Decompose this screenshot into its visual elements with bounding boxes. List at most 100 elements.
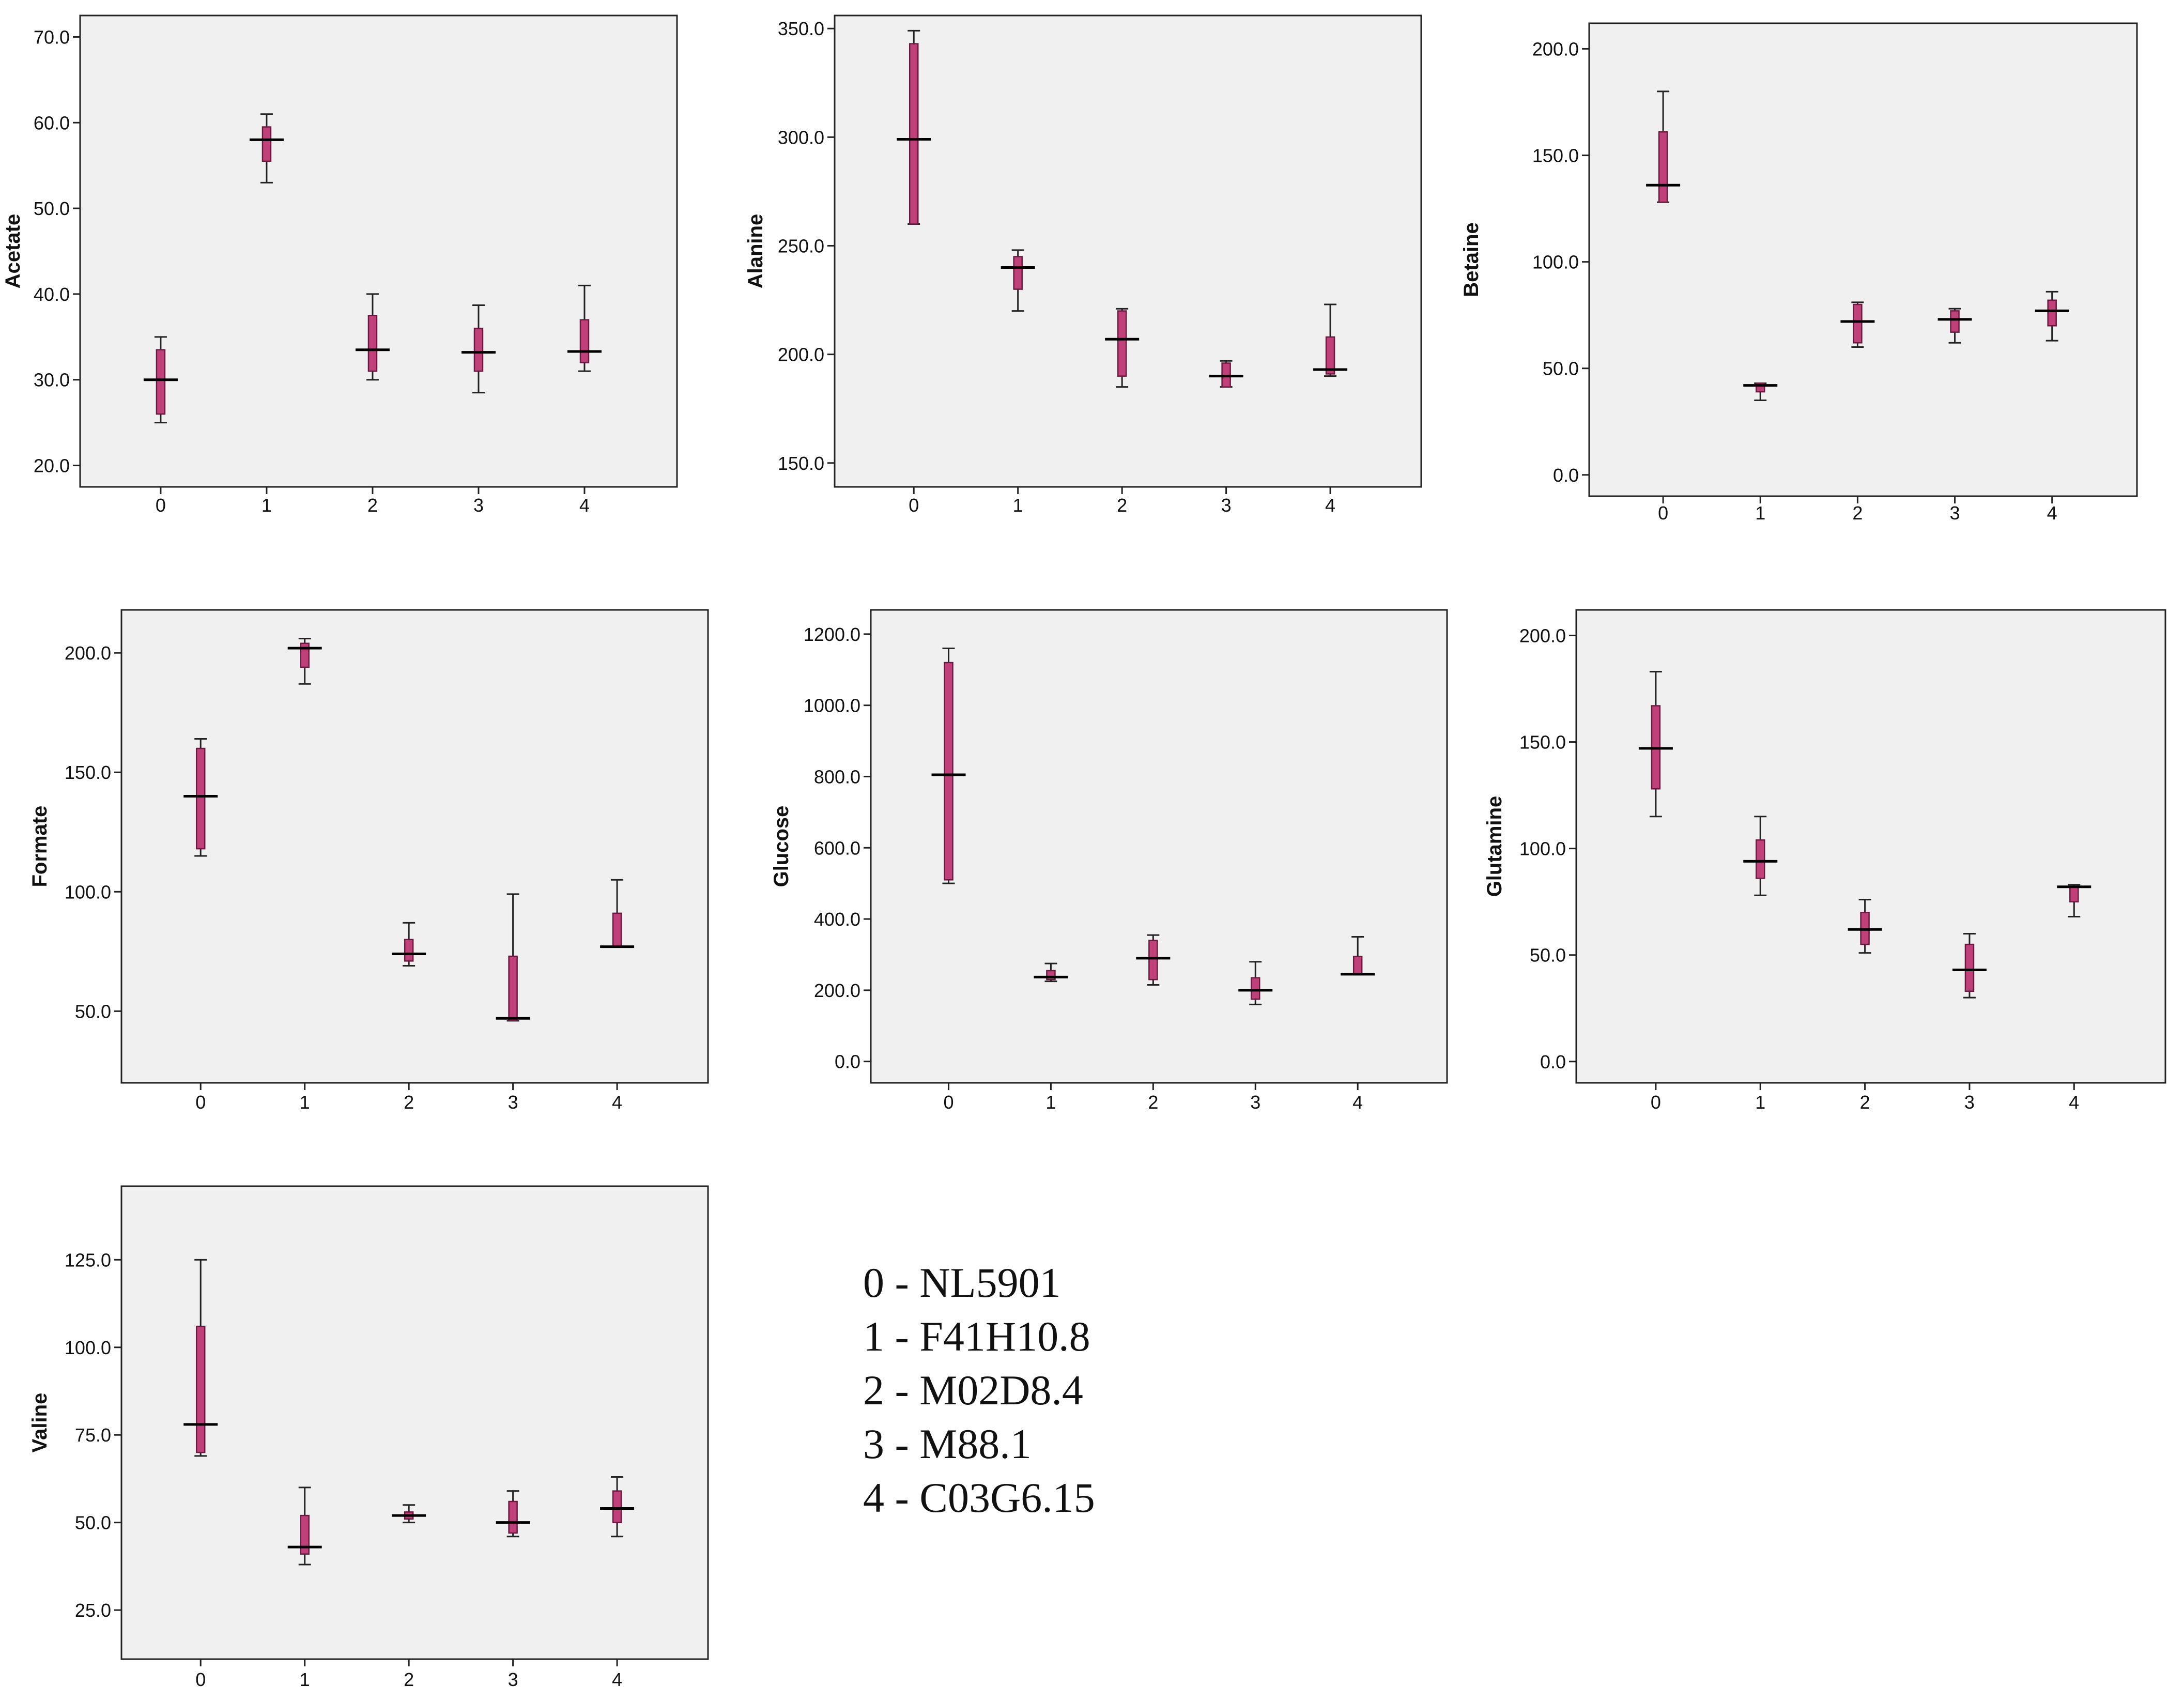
iqr-box <box>1352 956 1363 975</box>
plot-area <box>1575 609 2166 1084</box>
y-tick-label: 1000.0 <box>804 695 860 716</box>
x-tick-label: 1 <box>1045 1092 1056 1113</box>
x-tick-label: 4 <box>579 495 590 516</box>
iqr-box <box>1756 839 1765 879</box>
box-2 <box>392 922 426 967</box>
y-axis-title: Alanine <box>744 214 767 288</box>
y-tick-label: 25.0 <box>75 1600 111 1621</box>
y-tick-label: 300.0 <box>778 127 824 148</box>
y-tick-label: 150.0 <box>1519 732 1566 753</box>
x-tick-label: 4 <box>1325 495 1335 516</box>
plot-area <box>120 609 709 1084</box>
y-tick-label: 200.0 <box>1532 38 1579 59</box>
x-tick-label: 1 <box>262 495 272 516</box>
box-3 <box>1937 308 1972 344</box>
y-tick-label: 0.0 <box>835 1051 860 1072</box>
y-tick-label: 50.0 <box>1543 358 1579 379</box>
y-tick-label: 350.0 <box>778 18 824 39</box>
y-axis-title: Betaine <box>1460 222 1483 297</box>
box-0 <box>931 647 966 884</box>
x-tick-label: 2 <box>1148 1092 1158 1113</box>
y-axis-title: Glucose <box>770 806 793 887</box>
iqr-box <box>1658 131 1668 203</box>
box-3 <box>1952 932 1987 999</box>
x-tick-label: 3 <box>1950 502 1960 524</box>
box-2 <box>1136 934 1171 986</box>
chart-panel-valine: 25.0 50.0 75.0 100.0 125.0 0 1 2 3 4 Valine <box>28 1185 709 1690</box>
iqr-box <box>909 43 919 225</box>
x-tick-label: 4 <box>612 1092 622 1113</box>
y-tick-label: 50.0 <box>75 1512 111 1534</box>
x-tick-label: 1 <box>1755 1092 1765 1113</box>
x-tick-label: 3 <box>1250 1092 1260 1113</box>
box-0 <box>143 336 178 424</box>
x-tick-label: 2 <box>1860 1092 1870 1113</box>
y-axis-title: Glutamine <box>1483 796 1506 897</box>
x-tick-label: 2 <box>404 1092 414 1113</box>
y-tick-label: 800.0 <box>814 766 860 787</box>
y-tick-label: 400.0 <box>814 909 860 930</box>
y-tick-label: 20.0 <box>34 455 70 477</box>
iqr-box <box>1950 310 1960 333</box>
box-0 <box>183 738 218 857</box>
legend-entry: 3 - M88.1 <box>863 1420 1032 1467</box>
iqr-box <box>1325 336 1335 375</box>
legend: 0 - NL5901 1 - F41H10.8 2 - M02D8.4 3 - … <box>863 1256 1095 1525</box>
iqr-box <box>195 747 206 850</box>
iqr-box <box>1148 940 1158 980</box>
x-tick-label: 2 <box>367 495 378 516</box>
box-0 <box>1638 671 1673 818</box>
x-tick-label: 1 <box>1755 502 1765 524</box>
x-tick-label: 4 <box>612 1669 622 1690</box>
box-1 <box>1743 382 1778 402</box>
x-tick-label: 2 <box>404 1669 414 1690</box>
x-tick-label: 3 <box>1964 1092 1975 1113</box>
y-tick-label: 100.0 <box>1519 838 1566 860</box>
x-tick-label: 4 <box>1352 1092 1363 1113</box>
y-tick-label: 100.0 <box>1532 252 1579 273</box>
x-tick-label: 0 <box>1651 1092 1661 1113</box>
iqr-box <box>579 319 590 363</box>
plot-area <box>120 1185 709 1660</box>
y-tick-label: 0.0 <box>1553 465 1579 486</box>
plot-area <box>834 14 1422 488</box>
y-tick-label: 0.0 <box>1540 1051 1566 1072</box>
chart-panel-glucose: 0.0 200.0 400.0 600.0 800.0 1000.0 1200.0 0 1 2 3 4… <box>770 609 1448 1113</box>
y-tick-label: 30.0 <box>34 370 70 391</box>
iqr-box <box>508 1500 518 1534</box>
iqr-box <box>404 939 414 962</box>
y-tick-label: 200.0 <box>1519 625 1566 646</box>
box-0 <box>897 29 931 225</box>
y-tick-label: 100.0 <box>65 1337 111 1358</box>
box-4 <box>600 1476 635 1538</box>
box-4 <box>2035 290 2069 342</box>
box-3 <box>496 893 530 1022</box>
y-axis-title: Formate <box>28 806 51 887</box>
y-tick-label: 125.0 <box>65 1249 111 1270</box>
y-axis-title: Acetate <box>2 214 24 289</box>
y-tick-label: 50.0 <box>1530 945 1566 966</box>
legend-entry: 4 - C03G6.15 <box>863 1474 1095 1521</box>
box-3 <box>461 304 496 394</box>
box-4 <box>567 284 602 372</box>
x-tick-label: 4 <box>2069 1092 2079 1113</box>
box-3 <box>496 1490 530 1538</box>
x-tick-label: 0 <box>195 1092 206 1113</box>
box-4 <box>1313 303 1348 377</box>
box-2 <box>1848 899 1882 954</box>
x-tick-label: 3 <box>473 495 484 516</box>
iqr-box <box>300 1514 310 1555</box>
x-tick-label: 2 <box>1852 502 1863 524</box>
legend-entry: 1 - F41H10.8 <box>863 1313 1090 1360</box>
box-4 <box>600 879 635 948</box>
x-tick-label: 0 <box>195 1669 206 1690</box>
plot-area <box>79 14 678 488</box>
iqr-box <box>508 955 518 1022</box>
chart-panel-formate: 50.0 100.0 150.0 200.0 0 1 2 3 4 Formate <box>28 609 709 1113</box>
box-4 <box>2057 884 2091 918</box>
plot-area <box>870 609 1448 1084</box>
iqr-box <box>612 1490 622 1523</box>
y-tick-label: 75.0 <box>75 1424 111 1446</box>
box-0 <box>183 1259 218 1457</box>
